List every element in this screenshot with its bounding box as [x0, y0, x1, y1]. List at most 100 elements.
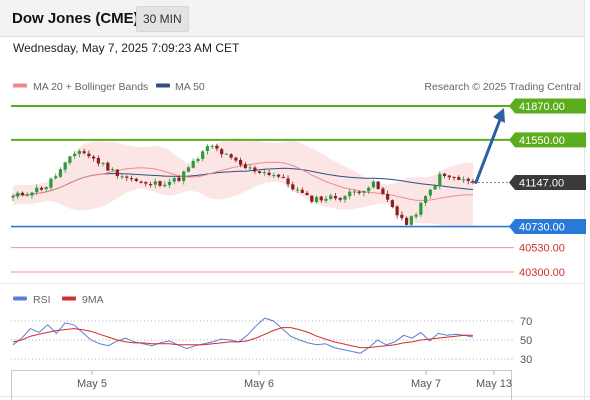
candle-body — [300, 189, 304, 193]
candle-body — [35, 187, 39, 193]
research-credit: Research © 2025 Trading Central — [424, 81, 581, 93]
candle-body — [447, 175, 451, 178]
candle-31 — [158, 180, 162, 188]
candle-body — [39, 187, 44, 190]
candle-12 — [68, 155, 72, 166]
candle-97 — [471, 178, 475, 185]
candle-body — [115, 169, 119, 177]
candle-33 — [167, 178, 172, 189]
time-label-1: May 6 — [244, 378, 274, 390]
candle-body — [414, 214, 418, 217]
candle-45 — [224, 153, 229, 155]
timestamp: Wednesday, May 7, 2025 7:09:23 AM CET — [13, 41, 240, 55]
candle-body — [466, 178, 470, 181]
candle-28 — [144, 181, 148, 187]
candle-body — [63, 162, 67, 170]
rsi-ma-legend-label: 9MA — [82, 294, 104, 306]
candle-47 — [234, 156, 238, 163]
candle-body — [357, 191, 361, 194]
candle-body — [405, 217, 409, 225]
time-label-3: May 13 — [476, 378, 512, 390]
candle-92 — [447, 174, 451, 181]
candle-57 — [281, 174, 285, 179]
candle-body — [96, 157, 100, 164]
candle-body — [163, 184, 167, 187]
candle-42 — [210, 144, 214, 149]
candle-2 — [20, 191, 25, 197]
candle-21 — [110, 167, 115, 172]
candle-23 — [120, 174, 124, 180]
candle-body — [191, 160, 195, 168]
candle-body — [409, 216, 413, 225]
candle-91 — [442, 172, 447, 179]
price-label-4: 40530.00 — [519, 243, 565, 255]
candle-80 — [390, 199, 394, 209]
price-tag-2 — [509, 174, 586, 190]
candle-body — [343, 195, 347, 200]
candle-16 — [87, 150, 91, 159]
candle-34 — [172, 176, 176, 185]
candle-73 — [357, 190, 361, 196]
candle-70 — [343, 195, 347, 203]
candle-body — [106, 162, 110, 171]
candle-5 — [35, 184, 39, 196]
candle-body — [428, 189, 432, 196]
candle-18 — [96, 155, 100, 167]
ma20-legend-label: MA 20 + Bollinger Bands — [33, 81, 148, 93]
candle-body — [257, 171, 262, 173]
candle-39 — [196, 156, 200, 164]
candle-0 — [11, 193, 15, 201]
candle-37 — [186, 165, 191, 173]
candle-body — [215, 145, 219, 149]
candle-body — [390, 200, 394, 207]
candle-54 — [267, 169, 271, 177]
candle-body — [139, 181, 143, 183]
candle-84 — [409, 215, 413, 228]
candle-body — [73, 153, 77, 157]
rsi-tick-50: 50 — [520, 335, 532, 347]
candle-body — [229, 154, 233, 158]
candle-body — [30, 192, 34, 196]
candle-body — [182, 171, 186, 182]
candle-body — [120, 176, 124, 178]
main-legend: MA 20 + Bollinger Bands MA 50 Research ©… — [13, 81, 581, 93]
candle-32 — [163, 181, 167, 188]
candle-35 — [177, 175, 181, 183]
candle-93 — [452, 176, 456, 181]
candle-body — [272, 175, 276, 177]
timeframe-button[interactable]: 30 MIN — [136, 6, 189, 32]
candle-body — [134, 178, 138, 182]
candle-body — [77, 151, 81, 154]
candle-body — [291, 184, 295, 190]
instrument-title: Dow Jones (CME) — [12, 10, 139, 27]
candle-96 — [466, 177, 470, 185]
candle-body — [201, 151, 205, 159]
candle-body — [101, 163, 105, 165]
candle-24 — [125, 175, 129, 182]
candle-44 — [220, 147, 224, 158]
candle-46 — [229, 153, 233, 160]
candle-83 — [405, 216, 409, 226]
candle-body — [267, 172, 271, 175]
candle-36 — [182, 170, 186, 185]
price-tag-0 — [509, 98, 586, 114]
candle-30 — [153, 178, 157, 189]
candle-body — [20, 192, 25, 196]
candle-body — [210, 145, 214, 147]
candle-body — [110, 169, 115, 171]
time-axis-frame — [11, 370, 512, 400]
candle-body — [281, 177, 285, 179]
price-label-2: 41147.00 — [519, 177, 564, 189]
candle-85 — [414, 212, 418, 220]
chart-header: Dow Jones (CME) 30 MIN — [0, 0, 584, 37]
moving-average-layer — [12, 161, 474, 201]
candle-48 — [239, 157, 243, 168]
candle-10 — [58, 167, 63, 179]
price-label-1: 41550.00 — [519, 135, 565, 147]
candle-3 — [25, 192, 29, 197]
candle-body — [49, 178, 53, 188]
candle-body — [376, 181, 380, 190]
candle-65 — [319, 195, 323, 203]
candle-72 — [352, 189, 357, 196]
candle-body — [253, 167, 257, 172]
